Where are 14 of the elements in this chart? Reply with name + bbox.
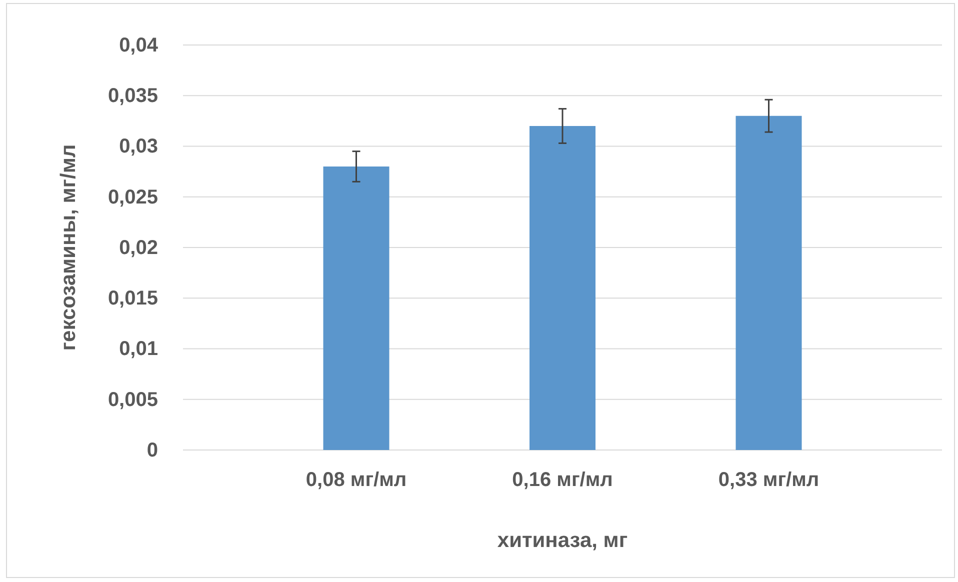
y-axis-title: гексозамины, мг/мл (57, 144, 80, 351)
y-tick-label: 0,005 (108, 388, 158, 411)
y-tick-label: 0,03 (119, 136, 158, 158)
y-tick-label: 0,025 (108, 186, 158, 208)
y-tick-label: 0 (146, 439, 158, 462)
y-tick-label: 0,01 (119, 338, 158, 360)
y-tick-label: 0,04 (119, 34, 159, 56)
x-axis-title: хитиназа, мг (497, 529, 628, 552)
y-tick-label: 0,02 (119, 236, 158, 259)
x-tick-label: 0,16 мг/мл (512, 469, 613, 492)
y-tick-label: 0,035 (108, 85, 158, 108)
x-tick-label: 0,33 мг/мл (718, 469, 820, 492)
x-tick-label: 0,08 мг/мл (306, 469, 407, 492)
y-tick-label: 0,015 (108, 288, 158, 310)
